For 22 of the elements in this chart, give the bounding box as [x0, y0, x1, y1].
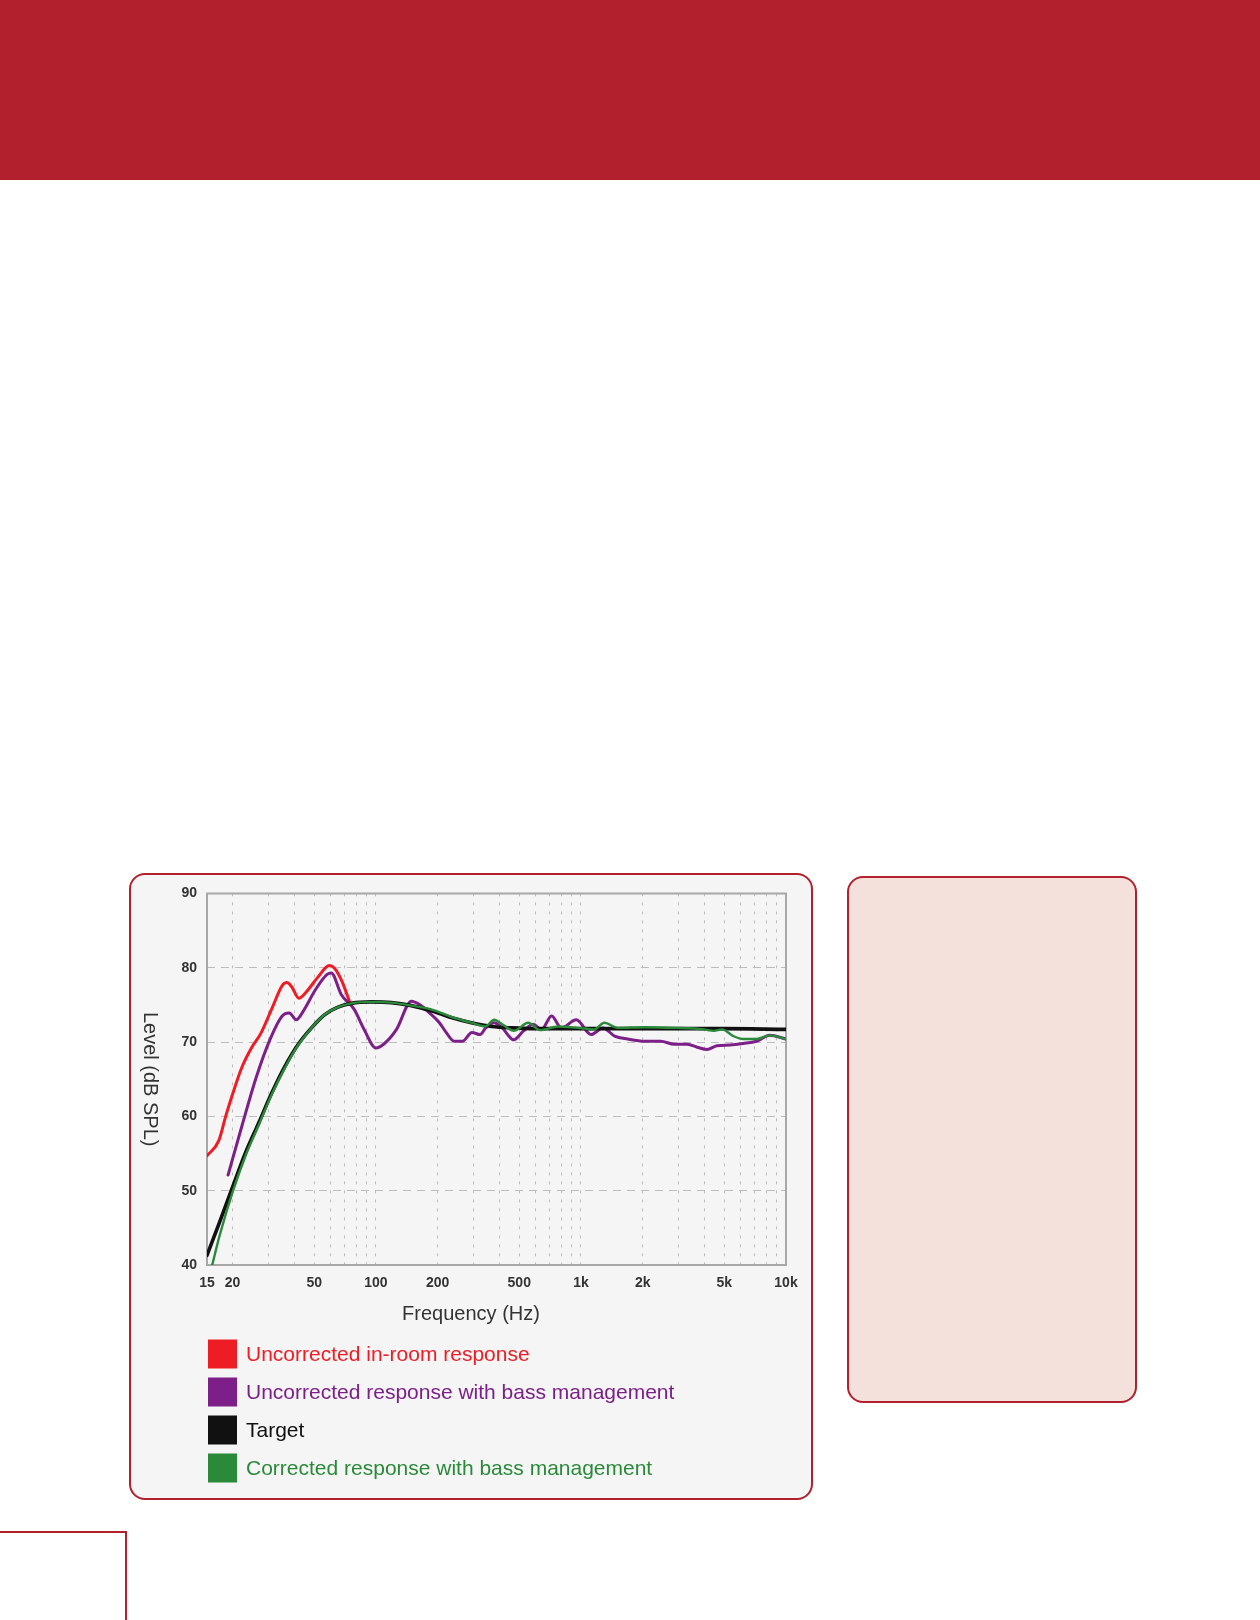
legend-label: Corrected response with bass management [246, 1455, 653, 1479]
y-tick-label: 80 [181, 958, 198, 975]
x-axis-title: Frequency (Hz) [402, 1301, 540, 1324]
y-tick-label: 70 [181, 1032, 198, 1049]
x-tick-label: 50 [306, 1274, 323, 1291]
legend-label: Uncorrected response with bass management [246, 1379, 675, 1403]
x-tick-label: 10k [774, 1274, 798, 1291]
y-axis-title: Level (dB SPL) [140, 1011, 163, 1147]
y-tick-label: 50 [181, 1181, 198, 1198]
legend-label: Target [246, 1417, 305, 1441]
x-tick-label: 500 [507, 1274, 532, 1291]
x-tick-label: 5k [716, 1274, 733, 1291]
y-tick-label: 90 [181, 884, 198, 901]
x-tick-label: 200 [425, 1274, 450, 1291]
x-tick-label: 20 [224, 1274, 241, 1291]
y-tick-label: 60 [181, 1107, 198, 1124]
y-tick-label: 40 [181, 1255, 198, 1272]
x-tick-label: 15 [199, 1274, 215, 1291]
x-tick-label: 1k [573, 1274, 589, 1291]
x-tick-label: 2k [634, 1274, 651, 1291]
legend-label: Uncorrected in-room response [246, 1341, 530, 1365]
x-tick-label: 100 [364, 1274, 388, 1291]
